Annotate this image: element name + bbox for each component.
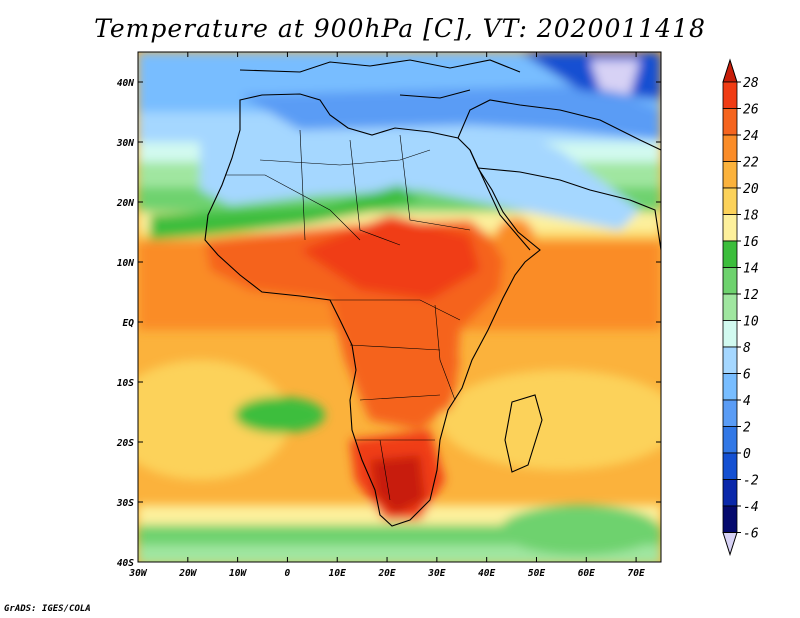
colorbar-label: 28 [743,76,759,91]
colorbar-segment [722,399,738,427]
colorbar-label: 20 [743,182,759,197]
country-borders [225,129,471,501]
colorbar-label: 4 [743,394,751,409]
lon-tick-label: 10E [329,568,346,579]
colorbar-label: 16 [743,235,759,250]
lon-tick-label: 70E [628,568,645,579]
lat-tick-label: 20N [116,198,134,209]
colorbar-label: 18 [743,209,759,224]
colorbar-label: -2 [743,474,759,489]
map-title: Temperature at 900hPa [C], VT: 202001141… [94,14,706,43]
colorbar-segment [722,214,738,242]
lon-tick-label: 10W [229,568,247,579]
lat-tick-label: EQ [123,318,135,329]
lat-tick-label: 40N [117,78,134,89]
colorbar-label: 10 [743,315,759,330]
colorbar-segment [722,161,738,189]
colorbar-label: -6 [743,527,759,542]
colorbar-label: 22 [743,156,759,171]
temperature-field [138,52,661,562]
lat-tick-label: 30N [116,138,134,149]
colorbar-segment [722,240,738,268]
colorbar-over-triangle [722,58,738,83]
colorbar-segment [722,373,738,401]
lat-tick-label: 30S [116,498,134,509]
colorbar-label: 12 [743,288,759,303]
colorbar-label: -4 [743,500,759,515]
lon-tick-label: 40E [478,568,495,579]
colorbar-segment [722,81,738,109]
lon-tick-label: 30W [128,568,147,579]
lat-tick-label: 40S [117,558,134,569]
lon-tick-label: 20W [178,568,197,579]
coastlines [204,59,661,527]
colorbar-segment [722,505,738,533]
colorbar-label: 14 [743,262,759,277]
colorbar-segment [722,479,738,507]
colorbar-segment [722,293,738,321]
lon-tick-label: 30E [427,568,445,579]
colorbar-segment [722,134,738,162]
axes: 30W 20W 10W 0 10E 20E 30E 40E 50E 60E 70E 40N 30N 20N… [116,52,661,579]
colorbar-segment [722,426,738,454]
credit-label: GrADS: IGES/COLA [4,604,91,614]
colorbar-label: 8 [743,341,751,356]
colorbar-label: 26 [743,103,759,118]
colorbar-label: 24 [743,129,759,144]
colorbar-label: 0 [743,447,751,462]
plot-frame [137,51,662,563]
colorbar-segment [722,108,738,136]
lat-tick-label: 20S [116,438,134,449]
colorbar-under-triangle [722,532,738,557]
colorbar-segment [722,452,738,480]
lon-tick-label: 50E [528,568,545,579]
colorbar-segment [722,346,738,374]
lat-tick-label: 10N [117,258,134,269]
lat-tick-label: 10S [117,378,134,389]
lon-tick-label: 60E [578,568,595,579]
colorbar-label: 6 [743,368,751,383]
lon-tick-label: 20E [377,568,395,579]
colorbar-label: 2 [743,421,751,436]
colorbar-segment [722,320,738,348]
lon-tick-label: 0 [285,568,291,579]
colorbar-segment [722,267,738,295]
colorbar-segment [722,187,738,215]
